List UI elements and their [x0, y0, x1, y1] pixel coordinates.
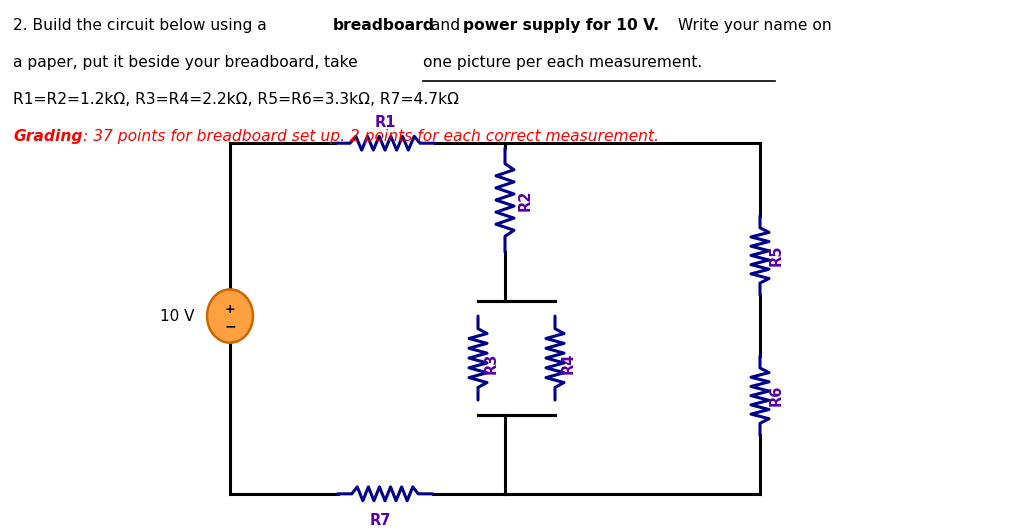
Text: Write your name on: Write your name on	[673, 18, 831, 33]
Text: R7: R7	[369, 513, 390, 527]
Text: a paper, put it beside your breadboard, take: a paper, put it beside your breadboard, …	[13, 55, 362, 70]
Text: R6: R6	[769, 385, 784, 407]
Text: −: −	[224, 319, 236, 333]
Text: R2: R2	[518, 189, 533, 211]
Text: 10 V: 10 V	[160, 308, 195, 323]
Text: breadboard: breadboard	[333, 18, 435, 33]
Text: R1=R2=1.2kΩ, R3=R4=2.2kΩ, R5=R6=3.3kΩ, R7=4.7kΩ: R1=R2=1.2kΩ, R3=R4=2.2kΩ, R5=R6=3.3kΩ, R…	[13, 92, 459, 107]
Text: +: +	[225, 303, 235, 316]
Text: R5: R5	[769, 245, 784, 266]
Text: 2. Build the circuit below using a: 2. Build the circuit below using a	[13, 18, 271, 33]
Text: R4: R4	[561, 352, 576, 374]
Text: power supply for 10 V.: power supply for 10 V.	[463, 18, 659, 33]
Text: R1: R1	[374, 116, 396, 130]
Text: R3: R3	[484, 352, 499, 374]
Text: and: and	[426, 18, 465, 33]
Text: : 37 points for breadboard set up. 2 points for each correct measurement.: : 37 points for breadboard set up. 2 poi…	[83, 129, 659, 144]
Text: Grading: Grading	[13, 129, 83, 144]
Ellipse shape	[207, 289, 253, 343]
Text: one picture per each measurement.: one picture per each measurement.	[423, 55, 702, 70]
